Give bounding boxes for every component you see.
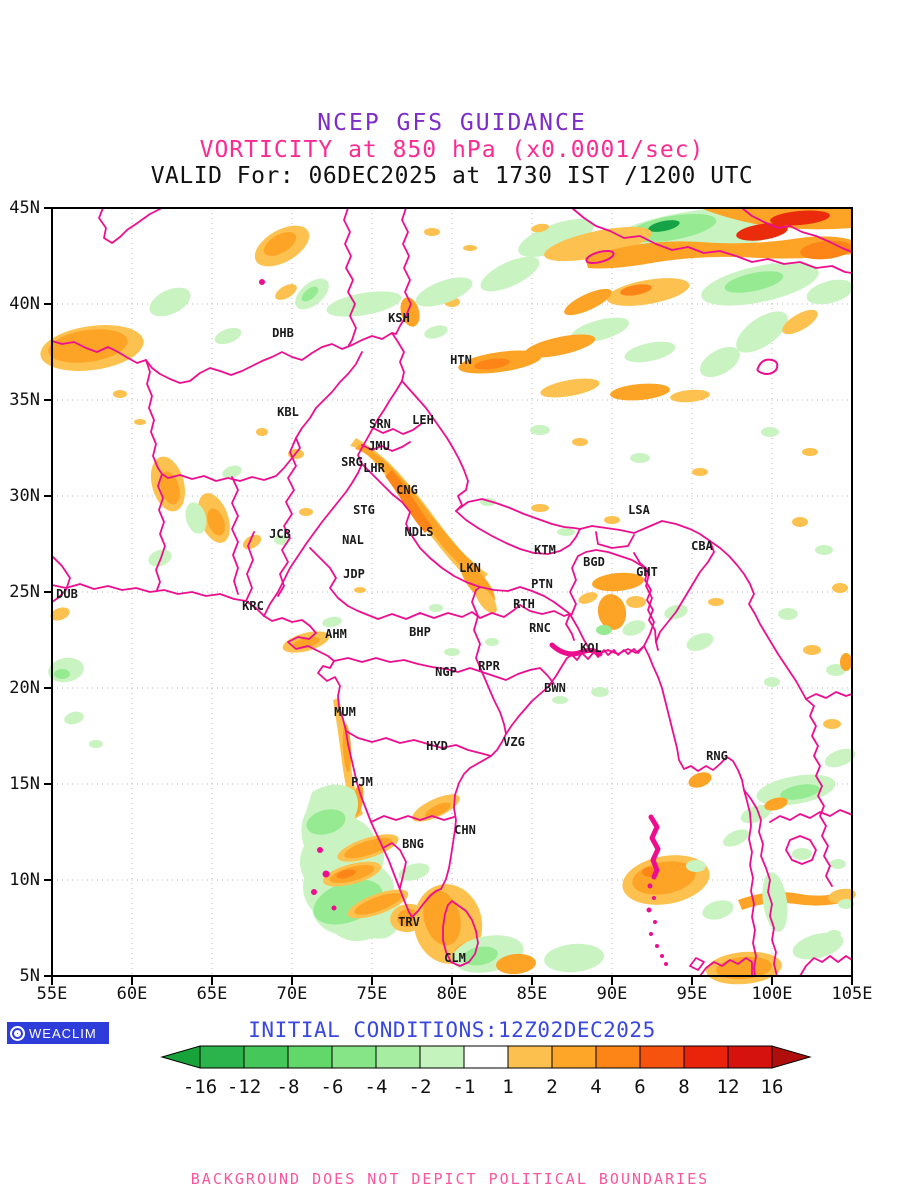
lat-tick-label: 25N [9,582,40,602]
lat-tick [44,591,52,593]
lat-tick-label: 45N [9,198,40,218]
lon-tick-label: 105E [831,984,873,1004]
colorbar-tick-label: -6 [320,1076,344,1098]
lat-tick [44,399,52,401]
colorbar [160,1045,812,1069]
colorbar-tick-label: -12 [226,1076,262,1098]
colorbar-tick-label: 12 [716,1076,740,1098]
lat-tick [44,687,52,689]
field-title: VORTICITY at 850 hPa (x0.0001/sec) [199,136,705,163]
boundary-dots [259,279,668,966]
colorbar-tick-label: -1 [452,1076,476,1098]
lon-tick-label: 55E [36,984,68,1004]
boundary-lines [51,207,853,977]
lat-tick-label: 20N [9,678,40,698]
weaclim-circle-icon [10,1025,25,1041]
colorbar-tick-label: 6 [634,1076,646,1098]
chart-titles: NCEP GFS GUIDANCE VORTICITY at 850 hPa (… [52,110,852,190]
colorbar-tick-label: 2 [546,1076,558,1098]
lon-tick [211,977,213,985]
lon-tick-label: 60E [116,984,148,1004]
colorbar-tick-label: -16 [182,1076,218,1098]
lon-tick-label: 75E [356,984,388,1004]
colorbar-left-arrow [160,1045,201,1069]
lat-tick [44,879,52,881]
lat-tick [44,207,52,209]
lon-tick-label: 100E [751,984,793,1004]
lat-tick [44,975,52,977]
lat-tick [44,303,52,305]
weaclim-logo-text: WEACLIM [29,1025,97,1041]
lon-tick [531,977,533,985]
colorbar-tick-label: 16 [760,1076,784,1098]
lat-tick-label: 30N [9,486,40,506]
lon-tick-label: 70E [276,984,308,1004]
initial-conditions-text: INITIAL CONDITIONS:12Z02DEC2025 [248,1018,656,1042]
lon-tick-label: 85E [516,984,548,1004]
lon-tick-label: 65E [196,984,228,1004]
weaclim-logo: WEACLIM [7,1022,109,1044]
lon-tick [771,977,773,985]
lon-tick [691,977,693,985]
colorbar-tick-label: 4 [590,1076,602,1098]
lon-tick [371,977,373,985]
colorbar-right-arrow [771,1045,812,1069]
lon-tick-label: 95E [676,984,708,1004]
lat-tick [44,783,52,785]
lon-tick [451,977,453,985]
model-title: NCEP GFS GUIDANCE [317,110,587,136]
lon-tick [611,977,613,985]
colorbar-tick-label: -8 [276,1076,300,1098]
lat-tick [44,495,52,497]
colorbar-tick-label: 1 [502,1076,514,1098]
lon-tick [51,977,53,985]
map-frame [51,207,853,977]
colorbar-tick-label: -2 [408,1076,432,1098]
colorbar-tick-label: 8 [678,1076,690,1098]
lat-tick-label: 10N [9,870,40,890]
lon-tick-label: 80E [436,984,468,1004]
lat-tick-label: 5N [19,966,40,986]
lon-tick [291,977,293,985]
lon-tick [131,977,133,985]
lat-tick-label: 15N [9,774,40,794]
colorbar-tick-label: -4 [364,1076,388,1098]
lon-tick-label: 90E [596,984,628,1004]
lon-tick [851,977,853,985]
lat-tick-label: 35N [9,390,40,410]
valid-time: VALID For: 06DEC2025 at 1730 IST /1200 U… [150,163,754,190]
disclaimer-text: BACKGROUND DOES NOT DEPICT POLITICAL BOU… [190,1170,710,1188]
lat-tick-label: 40N [9,294,40,314]
